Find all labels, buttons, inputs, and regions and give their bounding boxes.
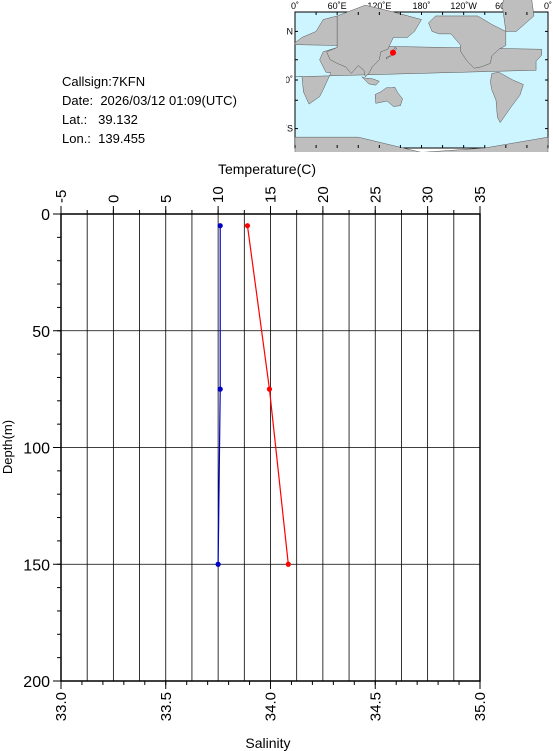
callsign-line: Callsign:7KFN [62,72,237,91]
bottom-tick-label: 34.0 [263,692,280,721]
lat-line: Lat.: 39.132 [62,110,237,129]
depth-tick-label: 50 [32,324,50,341]
top-tick-label: 0 [105,195,122,203]
series-layer [215,223,291,567]
series-0-point [244,223,251,229]
map-landmasses [294,0,549,152]
map-longitude-label: 120˚W [450,1,477,11]
top-tick-label: 25 [367,186,384,203]
lon-label: Lon.: [62,131,91,146]
series-1-point [215,561,221,567]
top-tick-label: 30 [420,186,437,203]
top-tick-label: 35 [472,186,489,203]
top-tick-label: -5 [53,190,70,203]
land-australia [374,86,403,107]
land-greenland [502,0,535,32]
top-axis-ticks: -5 0 5 10 15 20 25 30 35 [53,186,489,214]
top-tick-label: 15 [263,186,280,203]
land-north-america [428,15,507,69]
land-indonesia [361,76,380,86]
series-0-point [266,386,273,392]
land-south-america [490,71,524,124]
map-longitude-label: 0˚ [544,1,552,11]
date-value: 2026/03/12 01:09(UTC) [100,93,237,108]
lat-label: Lat.: [62,112,88,127]
depth-axis-ticks: 0 50 100 150 200 [23,207,61,691]
date-label: Date: [62,93,94,108]
map-latitude-label: 60˚S [286,124,293,134]
chart-grid [60,213,481,682]
map-latitude-label: 60˚N [286,26,293,36]
depth-tick-label: 200 [23,674,50,691]
top-tick-label: 5 [158,195,175,203]
depth-axis-label: Depth(m) [0,420,15,474]
top-tick-label: 20 [315,186,332,203]
map-frame-ticks [294,12,549,148]
station-info: Callsign:7KFN Date: 2026/03/12 01:09(UTC… [62,72,237,148]
top-axis-label: Temperature(C) [218,161,316,177]
depth-tick-label: 0 [41,207,50,224]
lon-value: 139.455 [98,131,146,146]
profile-chart: Temperature(C) -5 0 5 10 15 20 25 30 35 05010015… [0,161,489,751]
series-1-point [217,223,223,229]
map-longitude-label: 180˚ [412,1,430,11]
top-tick-label: 10 [210,186,227,203]
map-longitude-label: 60˚E [328,1,347,11]
bottom-tick-label: 33.0 [53,692,70,721]
series-0-point [285,561,291,567]
map-longitude-label: 0˚ [291,1,299,11]
series-1-point [217,386,223,392]
date-line: Date: 2026/03/12 01:09(UTC) [62,91,237,110]
land-europe-africa [294,15,542,105]
lon-line: Lon.: 139.455 [62,129,237,148]
lat-value: 39.132 [98,112,138,127]
station-marker [390,49,397,56]
bottom-tick-label: 34.5 [367,692,384,721]
map-longitude-label: 120˚E [367,1,391,11]
callsign-value: 7KFN [111,74,146,89]
map-latitude-labels: 60˚N 0˚ 60˚S [286,26,293,133]
map-latitude-label: 0˚ [286,75,293,85]
bottom-axis-label: Salinity [245,735,290,751]
callsign-label: Callsign: [62,74,112,89]
bottom-tick-label: 35.0 [472,692,489,721]
land-antarctica [294,136,549,152]
bottom-tick-label: 33.5 [158,692,175,721]
depth-tick-label: 100 [23,441,50,458]
series-0-line [246,225,289,565]
bottom-axis-ticks: 33.0 33.5 34.0 34.5 35.0 [53,681,489,721]
depth-tick-label: 150 [23,557,50,574]
land-asia [326,4,422,78]
